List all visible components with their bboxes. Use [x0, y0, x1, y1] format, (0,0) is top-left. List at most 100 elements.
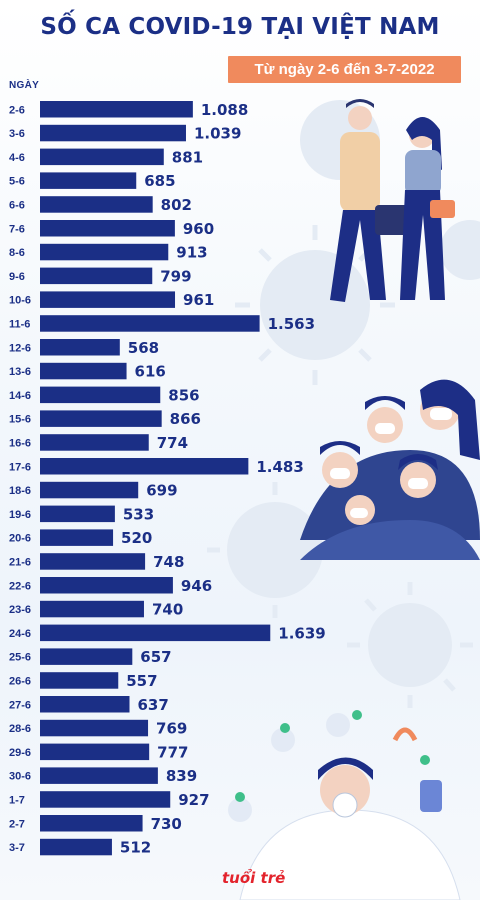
bar [40, 672, 119, 689]
value-label: 802 [161, 196, 192, 214]
value-label: 1.563 [268, 315, 315, 333]
bar [40, 220, 175, 237]
category-label: 3-6 [9, 128, 25, 140]
y-axis-title: NGÀY [9, 80, 40, 91]
bar [40, 791, 171, 808]
category-label: 2-6 [9, 104, 25, 116]
bar [40, 815, 143, 832]
bar [40, 838, 112, 856]
value-label: 866 [170, 410, 201, 428]
category-label: 20-6 [9, 533, 31, 545]
category-label: 18-6 [9, 485, 31, 497]
bar [40, 386, 161, 404]
value-label: 699 [146, 482, 177, 500]
value-label: 616 [135, 363, 166, 381]
category-label: 11-6 [9, 318, 30, 330]
bar [40, 196, 153, 213]
category-label: 23-6 [9, 604, 31, 616]
value-label: 1.088 [201, 101, 248, 119]
value-label: 1.039 [194, 125, 241, 143]
category-label: 4-6 [9, 152, 25, 164]
value-label: 568 [128, 339, 159, 357]
bar [40, 172, 137, 189]
category-label: 6-6 [9, 199, 25, 211]
category-label: 27-6 [9, 699, 31, 711]
bar [40, 243, 169, 261]
category-label: 12-6 [9, 342, 31, 354]
category-label: 14-6 [9, 390, 31, 402]
value-label: 856 [168, 386, 199, 404]
category-label: 30-6 [9, 771, 31, 783]
bar [40, 553, 146, 570]
bar [40, 648, 133, 665]
bar [40, 410, 162, 427]
value-label: 637 [137, 696, 168, 714]
value-label: 557 [126, 672, 157, 690]
bar [40, 743, 150, 761]
bar [40, 719, 149, 737]
value-label: 799 [160, 267, 191, 285]
category-label: 13-6 [9, 366, 31, 378]
bar [40, 529, 114, 546]
value-label: 512 [120, 839, 151, 857]
category-label: 2-7 [9, 818, 25, 830]
bar [40, 458, 249, 475]
category-label: 1-7 [9, 794, 25, 806]
category-label: 28-6 [9, 723, 31, 735]
category-label: 25-6 [9, 652, 31, 664]
category-label: 26-6 [9, 675, 31, 687]
date-range-badge: Từ ngày 2-6 đến 3-7-2022 [228, 56, 461, 83]
doctor-illustration [228, 710, 461, 900]
value-label: 839 [166, 767, 197, 785]
bar [40, 124, 186, 142]
category-label: 3-7 [9, 842, 25, 854]
value-label: 533 [123, 505, 154, 523]
value-label: 946 [181, 577, 212, 595]
category-label: 22-6 [9, 580, 31, 592]
value-label: 881 [172, 148, 203, 166]
value-label: 927 [178, 791, 209, 809]
category-label: 9-6 [9, 271, 25, 283]
bar [40, 315, 260, 332]
bar [40, 148, 164, 166]
bar [40, 481, 139, 499]
bar [40, 767, 158, 784]
value-label: 1.483 [256, 458, 303, 476]
page-title: SỐ CA COVID-19 TẠI VIỆT NAM [40, 14, 440, 40]
value-label: 769 [156, 720, 187, 738]
category-label: 5-6 [9, 176, 25, 188]
bar [40, 505, 115, 523]
bar [40, 291, 176, 308]
value-label: 657 [140, 648, 171, 666]
value-label: 740 [152, 601, 183, 619]
bar [40, 362, 127, 380]
bar [40, 624, 271, 642]
bar [40, 339, 120, 356]
bar [40, 577, 173, 594]
category-label: 16-6 [9, 437, 31, 449]
category-label: 19-6 [9, 509, 31, 521]
value-label: 1.639 [278, 624, 325, 642]
category-label: 17-6 [9, 461, 31, 473]
category-label: 21-6 [9, 556, 31, 568]
value-label: 730 [151, 815, 182, 833]
value-label: 960 [183, 220, 214, 238]
value-label: 774 [157, 434, 188, 452]
value-label: 685 [144, 172, 175, 190]
bar [40, 696, 130, 713]
value-label: 520 [121, 529, 152, 547]
value-label: 748 [153, 553, 184, 571]
value-label: 777 [157, 743, 188, 761]
bar [40, 434, 149, 451]
crowd-illustration [300, 379, 480, 560]
bar [40, 267, 153, 285]
category-label: 24-6 [9, 628, 31, 640]
category-label: 8-6 [9, 247, 25, 259]
bar [40, 101, 193, 118]
tuoi-tre-logo: tuổi trẻ [222, 869, 286, 887]
category-label: 15-6 [9, 414, 31, 426]
value-label: 961 [183, 291, 214, 309]
category-label: 29-6 [9, 747, 31, 759]
